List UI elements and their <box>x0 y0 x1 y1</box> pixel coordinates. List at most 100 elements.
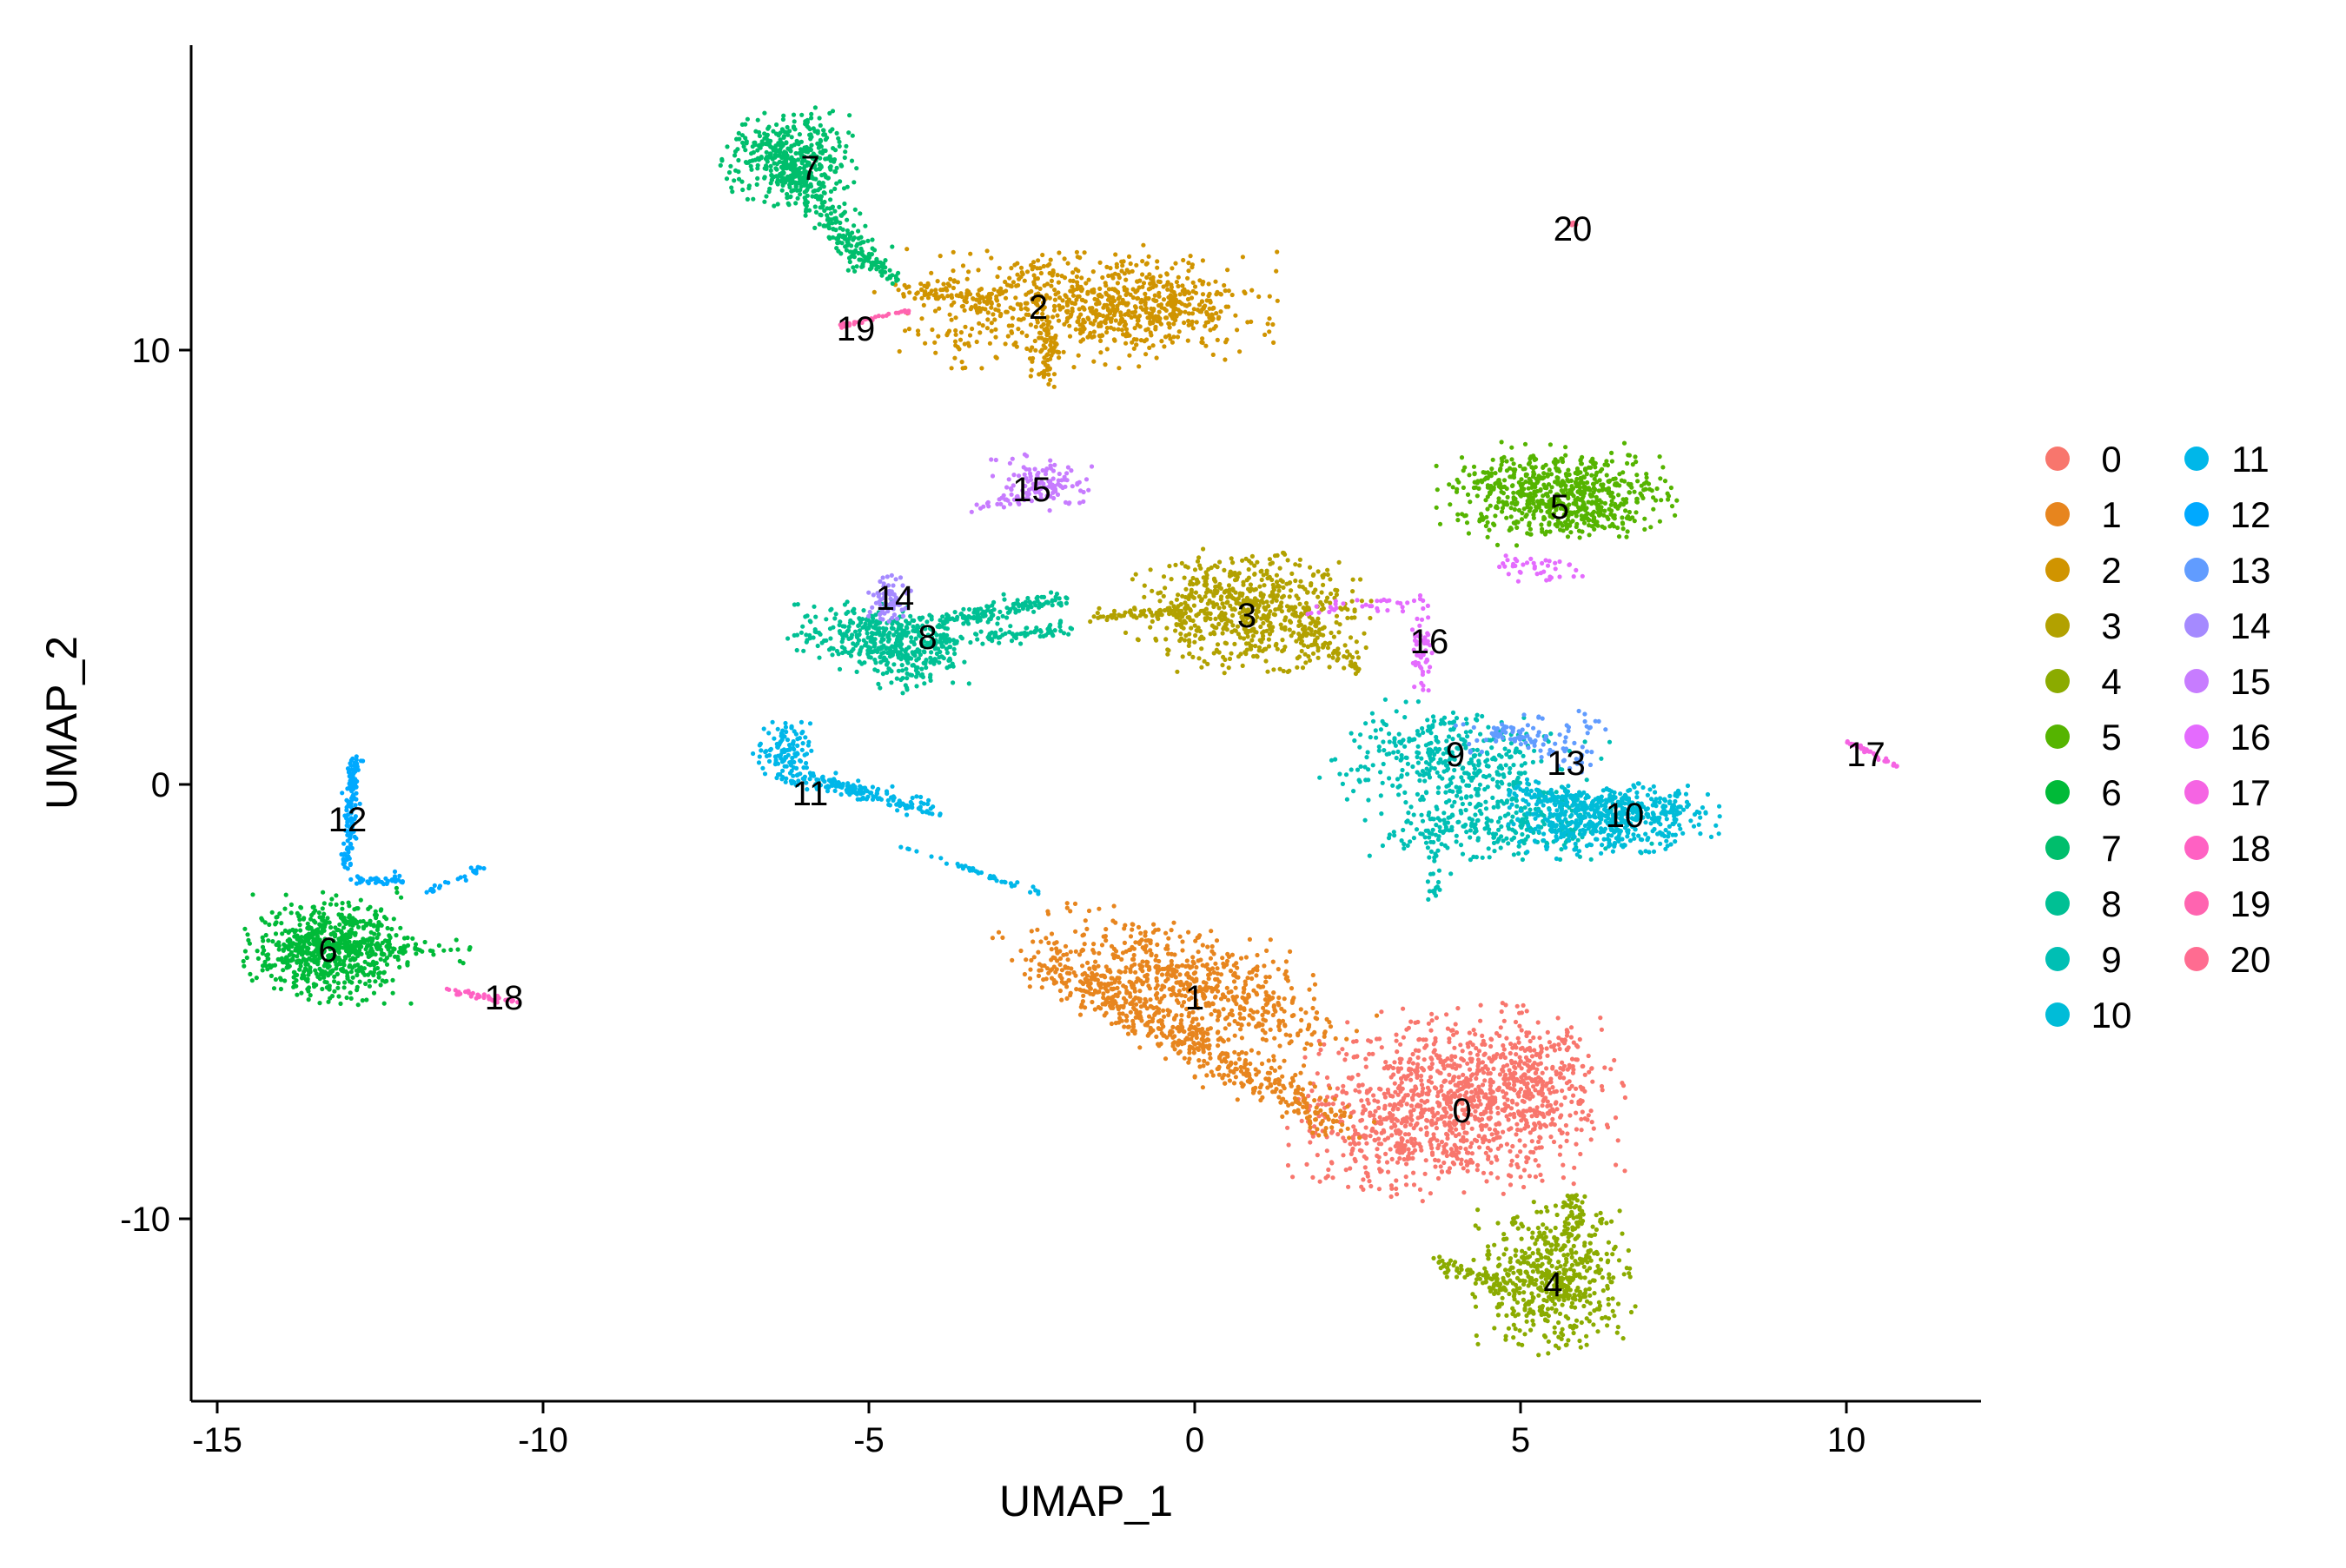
data-point <box>1144 1000 1149 1004</box>
data-point <box>1404 1182 1408 1187</box>
data-point <box>1187 615 1191 619</box>
data-point <box>1606 1287 1610 1291</box>
data-point <box>1209 956 1213 961</box>
data-point <box>1097 1005 1101 1009</box>
data-point <box>1029 374 1033 378</box>
data-point <box>1368 1039 1373 1043</box>
data-point <box>1122 259 1126 263</box>
data-point <box>1242 289 1246 294</box>
data-point <box>1229 969 1233 973</box>
data-point <box>1085 961 1090 965</box>
data-point <box>1236 1097 1240 1102</box>
data-point <box>1232 628 1236 632</box>
data-point <box>1097 907 1101 911</box>
data-point <box>1276 1001 1280 1005</box>
data-point <box>1214 985 1218 989</box>
data-point <box>1149 330 1153 334</box>
data-point <box>1169 600 1173 605</box>
data-point <box>1528 1130 1533 1135</box>
data-point <box>1581 1109 1585 1114</box>
data-point <box>930 327 934 332</box>
data-point <box>1516 1227 1521 1231</box>
data-point <box>1552 1140 1556 1144</box>
data-point <box>1256 984 1261 989</box>
data-point <box>1086 315 1090 320</box>
data-point <box>1329 1125 1334 1129</box>
data-point <box>1170 608 1174 612</box>
data-point <box>1355 650 1359 654</box>
data-point <box>1195 629 1199 633</box>
data-point <box>1186 261 1190 265</box>
data-point <box>1566 1227 1570 1231</box>
data-point <box>1527 1300 1531 1304</box>
data-point <box>1173 261 1177 266</box>
data-point <box>1331 1102 1335 1106</box>
data-point <box>1044 976 1049 981</box>
data-point <box>1375 1154 1379 1158</box>
data-point <box>1606 1125 1610 1129</box>
data-point <box>1466 1044 1470 1049</box>
data-point <box>1521 1298 1526 1302</box>
data-point <box>1289 1039 1294 1043</box>
data-point <box>1084 918 1088 923</box>
data-point <box>1206 611 1210 615</box>
data-point <box>1150 619 1155 624</box>
data-point <box>1539 1044 1543 1049</box>
data-point <box>1067 978 1071 982</box>
data-point <box>1073 930 1077 934</box>
data-point <box>963 308 967 313</box>
data-point <box>1488 1110 1493 1115</box>
data-point <box>1106 996 1110 1000</box>
data-point <box>1360 599 1364 603</box>
data-point <box>1238 1027 1243 1031</box>
data-point <box>1123 1000 1128 1004</box>
data-point <box>1388 1102 1392 1107</box>
data-point <box>1530 1054 1534 1058</box>
data-point <box>1190 964 1194 969</box>
data-point <box>1321 583 1325 587</box>
data-point <box>970 327 974 331</box>
data-point <box>1254 973 1258 977</box>
data-point <box>976 268 980 272</box>
data-point <box>1538 1173 1542 1177</box>
data-point <box>1252 572 1256 577</box>
data-point <box>1048 367 1052 371</box>
data-point <box>1546 1249 1550 1254</box>
data-point <box>993 354 997 359</box>
data-point <box>1170 266 1174 270</box>
data-point <box>1283 615 1288 619</box>
data-point <box>1525 1260 1529 1265</box>
data-point <box>1123 923 1127 928</box>
data-point <box>1563 453 1567 458</box>
data-point <box>1424 1118 1428 1122</box>
data-point <box>1345 1104 1349 1108</box>
data-point <box>1520 1343 1524 1347</box>
data-point <box>1574 1221 1579 1225</box>
data-point <box>1117 275 1122 280</box>
data-point <box>1350 1148 1355 1153</box>
data-point <box>1232 1081 1236 1085</box>
data-point <box>1053 298 1057 302</box>
data-point <box>975 340 979 344</box>
data-point <box>1531 1063 1535 1068</box>
data-point <box>1109 976 1113 980</box>
data-point <box>1159 339 1163 343</box>
data-point <box>1199 340 1203 344</box>
data-point <box>1297 602 1302 606</box>
data-point <box>1454 1022 1458 1026</box>
data-point <box>919 316 924 321</box>
data-point <box>1101 614 1105 619</box>
data-point <box>1079 949 1084 953</box>
data-point <box>1374 1129 1378 1134</box>
data-point <box>1335 646 1340 651</box>
data-point <box>1443 1059 1448 1063</box>
data-point <box>1525 1009 1529 1013</box>
data-point <box>1100 943 1104 947</box>
data-point <box>1010 958 1014 963</box>
data-point <box>1175 670 1179 674</box>
data-point <box>1202 1049 1206 1054</box>
data-point <box>1281 579 1285 584</box>
data-point <box>1320 1102 1324 1106</box>
data-point <box>1485 1096 1489 1101</box>
data-point <box>1284 582 1289 586</box>
